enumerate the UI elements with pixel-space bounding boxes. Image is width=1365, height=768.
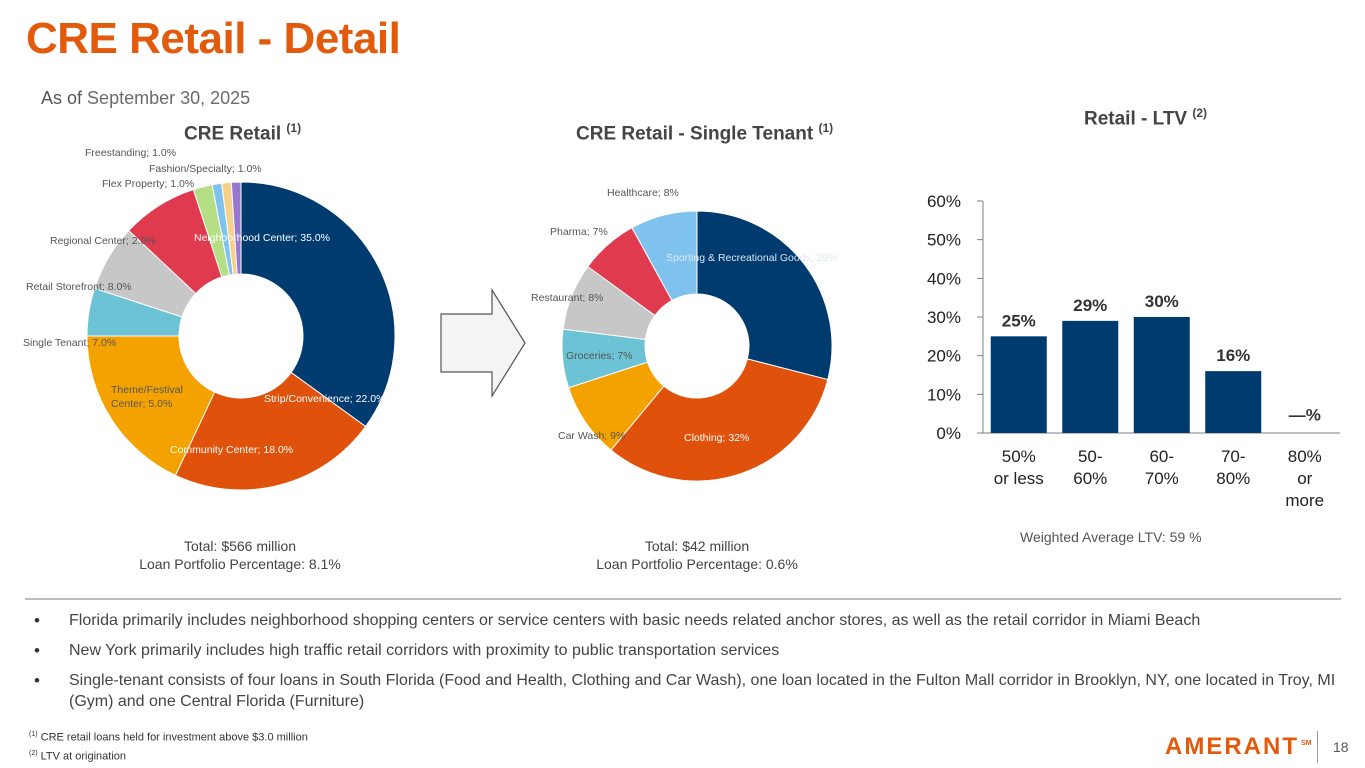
donut-labels-cre-retail: Neighborhood Center; 35.0% Strip/Conveni… — [23, 147, 385, 456]
footnote-text: LTV at origination — [40, 750, 127, 763]
weighted-average-ltv: Weighted Average LTV: 59 % — [1020, 529, 1202, 545]
slice-clothing — [610, 358, 829, 482]
footnote-ref: (1) — [286, 121, 302, 135]
bar-value-label: 30% — [1145, 292, 1179, 311]
total-cre-retail: Total: $566 million Loan Portfolio Perce… — [139, 537, 341, 573]
donut-labels-single-tenant: Sporting & Recreational Goods; 29% Cloth… — [531, 187, 838, 444]
label-neighborhood-center: Neighborhood Center; 35.0% — [194, 232, 330, 244]
bar-50-or-less — [990, 336, 1047, 433]
bar-value-label: 29% — [1073, 296, 1107, 315]
as-of-prefix: As of — [41, 88, 83, 108]
label-regional-center: Regional Center; 2.0% — [50, 235, 156, 247]
bar-60-70 — [1133, 317, 1190, 433]
x-tick-label: 70-80% — [1216, 447, 1250, 488]
label-sporting-goods: Sporting & Recreational Goods; 29% — [666, 252, 838, 264]
slice-freestanding — [230, 181, 242, 275]
label-theme-festival-line2: Center; 5.0% — [111, 398, 172, 410]
portfolio-percentage: Loan Portfolio Percentage: 8.1% — [139, 556, 341, 572]
total-single-tenant: Total: $42 million Loan Portfolio Percen… — [596, 537, 798, 573]
label-flex-property: Flex Property; 1.0% — [102, 178, 194, 190]
footnotes: (1) CRE retail loans held for investment… — [29, 727, 308, 764]
chart-title-text: Retail - LTV — [1084, 108, 1188, 130]
total-amount: Total: $42 million — [644, 538, 750, 554]
as-of-line: As of September 30, 2025 — [41, 88, 250, 109]
y-tick-label: 40% — [927, 269, 961, 288]
label-theme-festival-line1: Theme/Festival — [111, 384, 183, 396]
x-tick-label: 50% or less — [994, 447, 1044, 488]
y-tick-label: 30% — [927, 308, 961, 327]
slice-community-center — [86, 335, 216, 477]
footnote-ref: (1) — [818, 121, 834, 135]
page-title: CRE Retail - Detail — [26, 14, 401, 63]
donut-chart-single-tenant — [561, 210, 833, 482]
slice-neighborhood-center — [240, 181, 396, 428]
bullet-item: Florida primarily includes neighborhood … — [32, 610, 1342, 631]
section-divider — [25, 598, 1341, 600]
label-strip-convenience: Strip/Convenience; 22.0% — [264, 393, 385, 405]
logo-text: AMERANT — [1165, 733, 1299, 760]
y-tick-label: 10% — [927, 385, 961, 404]
footnote-text: CRE retail loans held for investment abo… — [40, 731, 308, 744]
slice-healthcare — [631, 210, 698, 302]
chart-title-cre-retail: CRE Retail (1) — [184, 121, 301, 145]
chart-title-single-tenant: CRE Retail - Single Tenant (1) — [576, 121, 833, 145]
bar-70-80 — [1205, 371, 1262, 433]
y-tick-label: 60% — [927, 192, 961, 211]
y-tick-label: 50% — [927, 231, 961, 250]
bullet-item: New York primarily includes high traffic… — [32, 640, 1342, 661]
bar-value-label: 25% — [1002, 311, 1036, 330]
bar-value-label: —% — [1289, 405, 1321, 424]
x-tick-label: 50-60% — [1073, 447, 1107, 488]
label-fashion-specialty: Fashion/Specialty; 1.0% — [149, 163, 262, 175]
chart-title-ltv: Retail - LTV (2) — [1084, 106, 1207, 130]
label-clothing: Clothing; 32% — [684, 432, 749, 444]
label-pharma: Pharma; 7% — [550, 226, 608, 238]
trademark-mark: SM — [1301, 740, 1312, 747]
footnote-1: (1) CRE retail loans held for investment… — [29, 727, 308, 746]
bar-chart-ltv: 0% 10% 20% 30% 40% 50% 60% 25% 50% or less 29% 50-6… — [927, 192, 1340, 510]
footnote-marker: (1) — [29, 731, 38, 738]
label-single-tenant: Single Tenant; 7.0% — [23, 337, 116, 349]
bullet-item: Single-tenant consists of four loans in … — [32, 670, 1342, 712]
amerant-logo: AMERANT SM — [1165, 733, 1312, 761]
bar-50-60 — [1062, 320, 1119, 433]
label-groceries: Groceries; 7% — [566, 350, 633, 362]
label-retail-storefront: Retail Storefront; 8.0% — [26, 281, 132, 293]
label-restaurant: Restaurant; 8% — [531, 292, 603, 304]
portfolio-percentage: Loan Portfolio Percentage: 0.6% — [596, 556, 798, 572]
y-tick-label: 0% — [936, 424, 961, 443]
page-number: 18 — [1333, 739, 1349, 755]
footnote-marker: (2) — [29, 749, 38, 757]
bar-value-label: 16% — [1216, 346, 1250, 365]
x-tick-label: 60-70% — [1145, 447, 1179, 488]
chart-title-text: CRE Retail — [184, 123, 282, 145]
footnote-ref: (2) — [1192, 106, 1208, 120]
slice-sporting-recreational-goods — [696, 210, 833, 381]
footnote-2: (2) LTV at origination — [29, 746, 308, 765]
label-community-center: Community Center; 18.0% — [170, 444, 293, 456]
donut-chart-cre-retail — [86, 181, 396, 491]
as-of-date: September 30, 2025 — [87, 88, 251, 108]
arrow-shape — [440, 287, 526, 399]
label-healthcare: Healthcare; 8% — [607, 187, 679, 199]
y-tick-label: 20% — [927, 347, 961, 366]
bullet-list: Florida primarily includes neighborhood … — [32, 610, 1342, 721]
label-freestanding: Freestanding; 1.0% — [85, 147, 176, 159]
slice-strip-convenience — [174, 371, 367, 491]
total-amount: Total: $566 million — [183, 538, 297, 554]
logo-separator — [1317, 731, 1318, 763]
label-car-wash: Car Wash; 9% — [558, 430, 625, 442]
chart-title-text: CRE Retail - Single Tenant — [576, 123, 814, 145]
x-tick-label: 80% or more — [1285, 447, 1324, 510]
